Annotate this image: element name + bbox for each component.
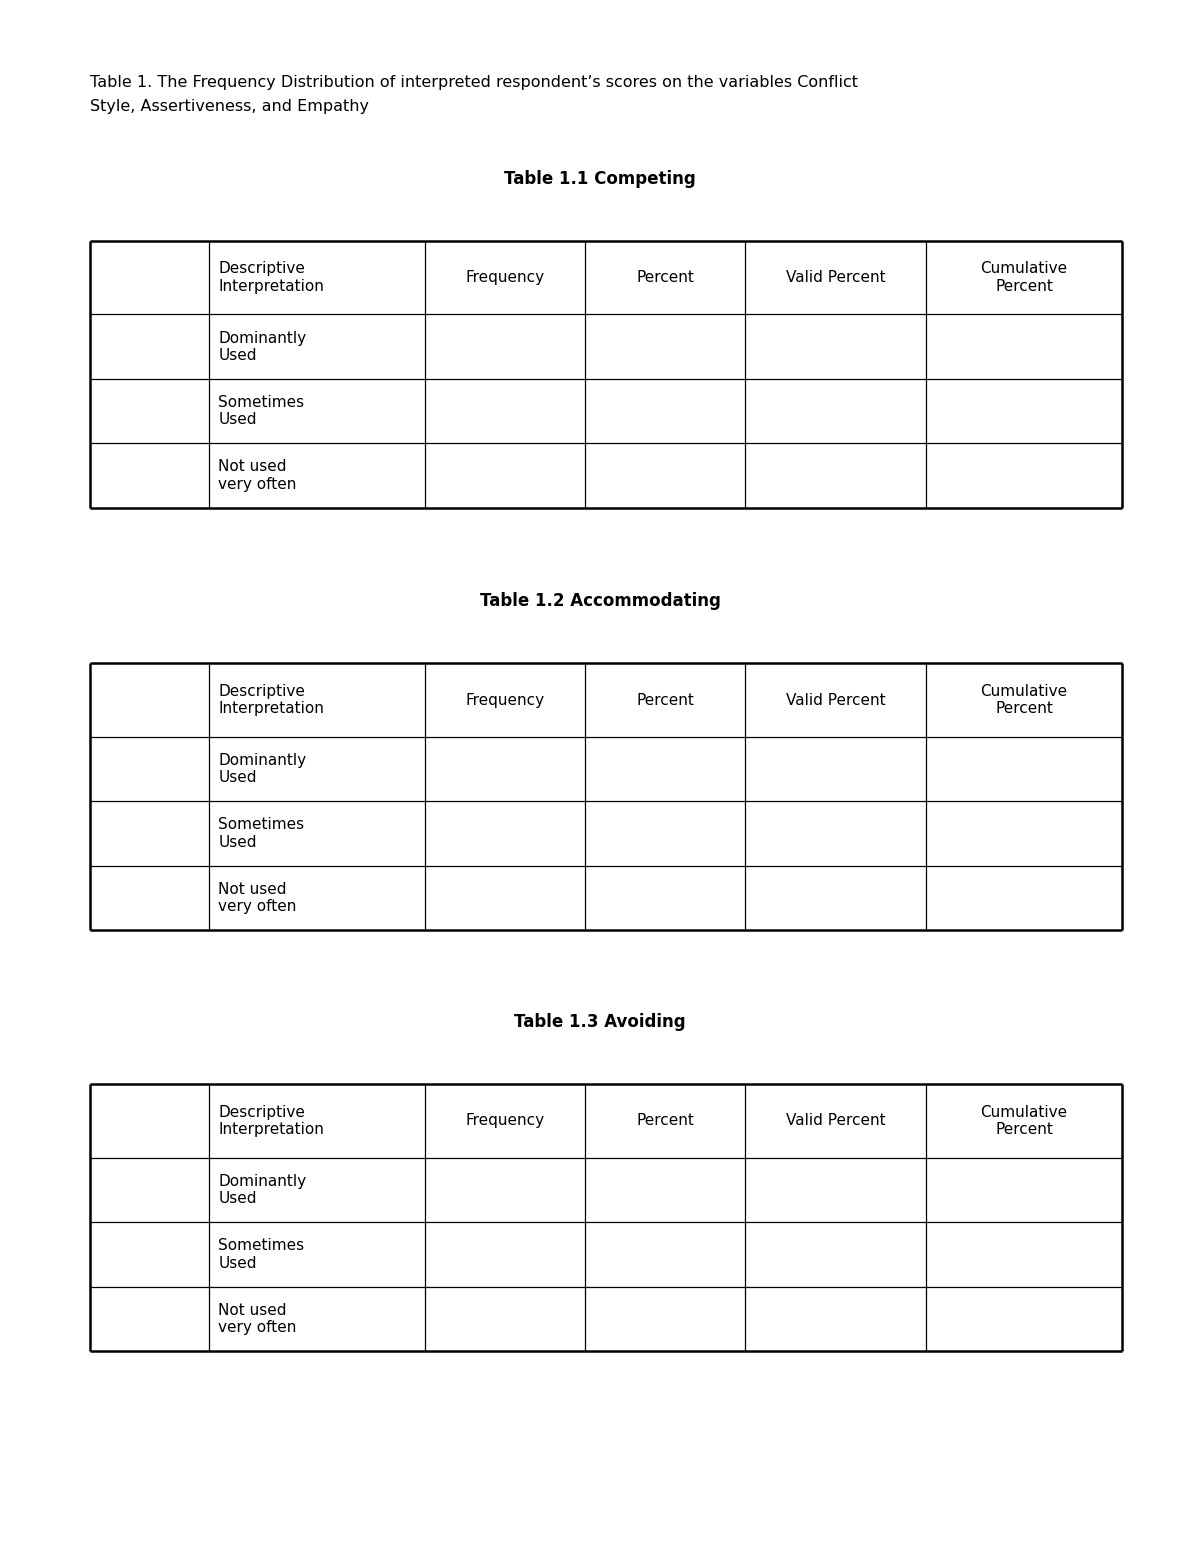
Text: Style, Assertiveness, and Empathy: Style, Assertiveness, and Empathy bbox=[90, 99, 370, 115]
Text: Frequency: Frequency bbox=[466, 1114, 545, 1129]
Text: Percent: Percent bbox=[636, 693, 695, 708]
Text: Percent: Percent bbox=[636, 270, 695, 286]
Text: Frequency: Frequency bbox=[466, 270, 545, 286]
Text: Valid Percent: Valid Percent bbox=[786, 1114, 886, 1129]
Text: Sometimes
Used: Sometimes Used bbox=[218, 394, 305, 427]
Text: Percent: Percent bbox=[636, 1114, 695, 1129]
Text: Cumulative
Percent: Cumulative Percent bbox=[980, 683, 1068, 716]
Text: Sometimes
Used: Sometimes Used bbox=[218, 817, 305, 849]
Text: Dominantly
Used: Dominantly Used bbox=[218, 331, 306, 363]
Text: Table 1. The Frequency Distribution of interpreted respondent’s scores on the va: Table 1. The Frequency Distribution of i… bbox=[90, 75, 858, 90]
Text: Dominantly
Used: Dominantly Used bbox=[218, 1174, 306, 1207]
Text: Descriptive
Interpretation: Descriptive Interpretation bbox=[218, 683, 324, 716]
Text: Valid Percent: Valid Percent bbox=[786, 693, 886, 708]
Text: Table 1.2 Accommodating: Table 1.2 Accommodating bbox=[480, 592, 720, 610]
Text: Dominantly
Used: Dominantly Used bbox=[218, 753, 306, 786]
Text: Cumulative
Percent: Cumulative Percent bbox=[980, 1104, 1068, 1137]
Text: Not used
very often: Not used very often bbox=[218, 460, 296, 492]
Text: Sometimes
Used: Sometimes Used bbox=[218, 1238, 305, 1270]
Text: Descriptive
Interpretation: Descriptive Interpretation bbox=[218, 261, 324, 294]
Text: Frequency: Frequency bbox=[466, 693, 545, 708]
Text: Descriptive
Interpretation: Descriptive Interpretation bbox=[218, 1104, 324, 1137]
Text: Table 1.1 Competing: Table 1.1 Competing bbox=[504, 169, 696, 188]
Text: Not used
very often: Not used very often bbox=[218, 1303, 296, 1336]
Text: Table 1.3 Avoiding: Table 1.3 Avoiding bbox=[514, 1013, 686, 1031]
Text: Valid Percent: Valid Percent bbox=[786, 270, 886, 286]
Text: Not used
very often: Not used very often bbox=[218, 882, 296, 915]
Text: Cumulative
Percent: Cumulative Percent bbox=[980, 261, 1068, 294]
